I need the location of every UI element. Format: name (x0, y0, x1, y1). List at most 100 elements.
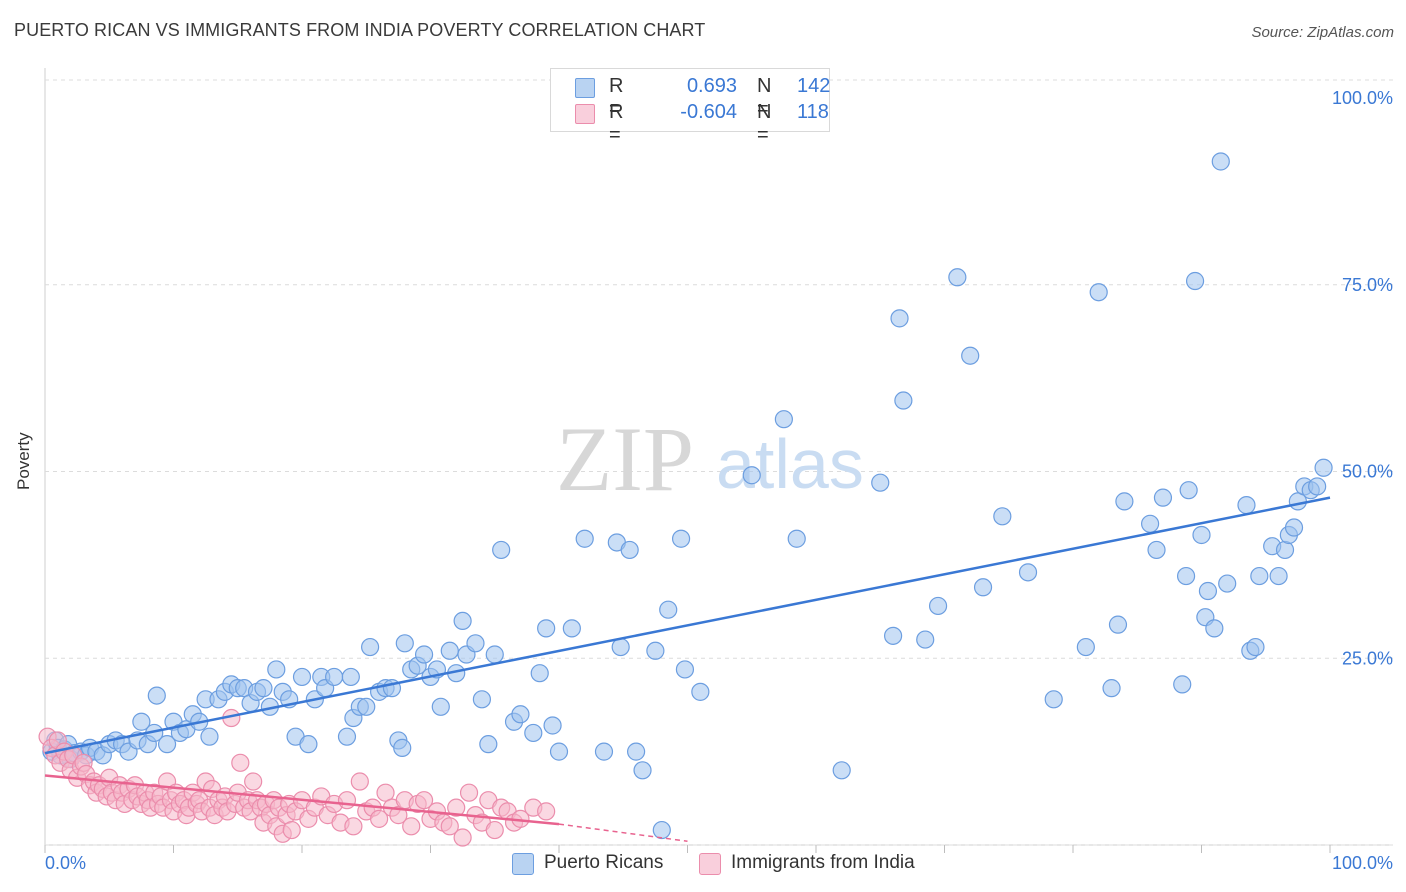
source-label: Source: ZipAtlas.com (1251, 24, 1394, 41)
point-puerto-rican (1089, 283, 1108, 302)
x-tick-label: 0.0% (45, 853, 86, 873)
point-puerto-rican (1308, 477, 1327, 496)
point-puerto-rican (832, 761, 851, 780)
point-puerto-rican (299, 735, 318, 754)
point-puerto-rican (341, 667, 360, 687)
point-puerto-rican (973, 578, 993, 597)
legend-label: Puerto Ricans (544, 852, 664, 873)
point-puerto-rican (466, 634, 485, 653)
point-puerto-rican (671, 529, 691, 548)
point-india (344, 817, 363, 836)
watermark-zip: ZIP (556, 408, 694, 510)
legend-n-value: 118 (797, 101, 829, 123)
point-puerto-rican (1250, 566, 1269, 586)
point-puerto-rican (620, 540, 639, 560)
point-puerto-rican (395, 634, 414, 653)
point-puerto-rican (742, 466, 761, 485)
point-puerto-rican (453, 611, 472, 631)
point-puerto-rican (691, 682, 710, 701)
point-puerto-rican (916, 630, 935, 649)
point-puerto-rican (948, 268, 967, 287)
point-india (414, 791, 434, 810)
point-puerto-rican (511, 705, 530, 724)
point-puerto-rican (1237, 496, 1256, 515)
legend-r-label: R = (609, 101, 624, 146)
point-india (453, 828, 472, 847)
point-puerto-rican (1108, 615, 1128, 634)
point-puerto-rican (524, 723, 543, 743)
point-puerto-rican (626, 742, 646, 761)
point-puerto-rican (157, 735, 177, 754)
point-puerto-rican (267, 660, 286, 679)
point-puerto-rican (1198, 581, 1218, 601)
point-puerto-rican (646, 641, 665, 660)
point-puerto-rican (928, 596, 948, 616)
point-puerto-rican (543, 716, 562, 735)
point-puerto-rican (1176, 566, 1196, 586)
point-india (459, 783, 479, 802)
point-puerto-rican (357, 697, 376, 716)
point-puerto-rican (1205, 619, 1224, 638)
y-tick-label: 100.0% (1332, 88, 1393, 108)
x-tick-label: 100.0% (1332, 853, 1393, 873)
point-india (337, 791, 357, 810)
point-puerto-rican (1314, 458, 1333, 477)
legend-r-label: R = (609, 75, 624, 120)
point-puerto-rican (1173, 675, 1192, 694)
points-layer (38, 152, 1333, 847)
point-puerto-rican (659, 600, 678, 619)
point-puerto-rican (393, 738, 412, 757)
point-puerto-rican (1153, 488, 1173, 507)
point-india (350, 772, 369, 791)
point-puerto-rican (1192, 525, 1211, 545)
point-india (447, 798, 466, 817)
point-puerto-rican (292, 667, 312, 687)
trendline-india (44, 774, 560, 826)
point-puerto-rican (325, 667, 344, 687)
point-puerto-rican (1102, 679, 1121, 698)
point-puerto-rican (871, 473, 890, 492)
point-puerto-rican (361, 637, 380, 657)
point-india (485, 820, 504, 840)
point-puerto-rican (254, 679, 273, 698)
legend-swatch-blue (512, 853, 534, 875)
point-puerto-rican (132, 712, 151, 731)
point-puerto-rican (472, 690, 491, 709)
legend-swatch-blue (575, 78, 595, 98)
point-puerto-rican (1115, 492, 1134, 511)
point-india (440, 817, 459, 836)
point-puerto-rican (594, 742, 614, 761)
y-tick-label: 75.0% (1342, 275, 1393, 295)
point-puerto-rican (993, 507, 1012, 526)
legend-r-value: -0.604 (680, 101, 737, 123)
point-puerto-rican (414, 645, 434, 664)
tick-layer: 25.0% 50.0% 75.0% 100.0% 0.0% 100.0% (45, 88, 1393, 873)
point-puerto-rican (774, 410, 793, 429)
point-puerto-rican (961, 346, 980, 365)
point-puerto-rican (1246, 637, 1265, 657)
correlation-legend: R = 0.693 N = 142 R = -0.604 N = 118 (550, 68, 830, 146)
legend-r-value: 0.693 (686, 75, 737, 97)
point-puerto-rican (1275, 540, 1295, 560)
point-india (402, 817, 421, 836)
point-india (537, 802, 556, 821)
watermark-atlas: atlas (716, 425, 864, 503)
point-puerto-rican (1147, 540, 1166, 560)
point-india (282, 820, 301, 840)
point-puerto-rican (562, 619, 581, 638)
legend-n-label: N = (757, 101, 772, 146)
point-puerto-rican (1140, 514, 1160, 533)
point-india (231, 753, 250, 772)
point-puerto-rican (894, 391, 913, 410)
point-puerto-rican (675, 660, 695, 679)
point-puerto-rican (1018, 563, 1038, 582)
legend-swatch-pink (575, 104, 595, 124)
chart-title: PUERTO RICAN VS IMMIGRANTS FROM INDIA PO… (14, 20, 706, 40)
point-puerto-rican (1211, 152, 1230, 171)
point-puerto-rican (492, 540, 511, 560)
legend-n-label: N = (757, 75, 772, 120)
point-puerto-rican (883, 626, 903, 645)
point-puerto-rican (1179, 481, 1198, 500)
point-puerto-rican (633, 761, 652, 780)
